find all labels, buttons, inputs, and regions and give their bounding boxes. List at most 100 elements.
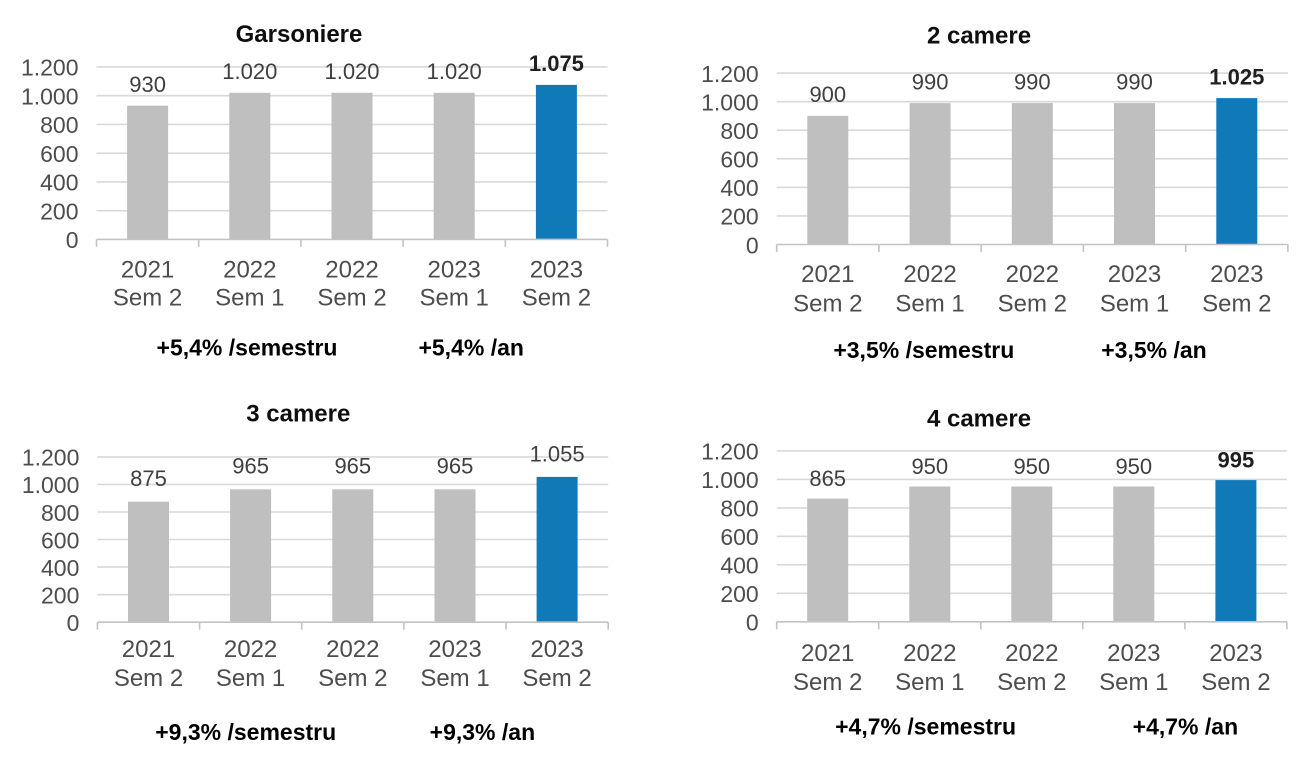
svg-text:965: 965 [334,454,371,479]
svg-text:900: 900 [809,82,846,107]
svg-text:1.000: 1.000 [21,84,79,110]
svg-text:950: 950 [1115,454,1152,479]
svg-text:+4,7% /an: +4,7% /an [1133,714,1238,740]
svg-text:Sem 1: Sem 1 [895,290,964,317]
svg-text:930: 930 [129,72,166,97]
svg-text:2023: 2023 [1210,261,1263,288]
svg-text:Sem 1: Sem 1 [215,285,284,312]
svg-text:2023: 2023 [1209,640,1262,667]
svg-text:Sem 2: Sem 2 [317,285,386,312]
svg-text:Sem 2: Sem 2 [522,285,591,312]
svg-text:Sem 2: Sem 2 [522,665,591,692]
svg-text:2022: 2022 [1006,261,1059,288]
svg-text:1.000: 1.000 [701,467,759,493]
svg-text:3 camere: 3 camere [246,401,350,428]
svg-text:+4,7% /semestru: +4,7% /semestru [835,714,1016,740]
svg-text:800: 800 [40,112,78,138]
svg-text:2022: 2022 [325,257,378,284]
svg-text:2021: 2021 [801,640,854,667]
svg-text:2023: 2023 [428,257,481,284]
svg-text:2023: 2023 [530,636,583,663]
svg-text:Sem 1: Sem 1 [895,669,964,696]
svg-text:1.055: 1.055 [530,441,585,466]
svg-text:2023: 2023 [1108,261,1161,288]
svg-text:+3,5% /semestru: +3,5% /semestru [833,337,1014,363]
svg-text:600: 600 [720,524,758,550]
svg-text:2022: 2022 [224,636,277,663]
svg-text:2023: 2023 [530,257,583,284]
svg-text:200: 200 [41,583,79,609]
svg-text:0: 0 [66,227,79,253]
svg-text:4 camere: 4 camere [927,405,1031,432]
svg-text:400: 400 [41,555,79,581]
svg-text:1.200: 1.200 [701,439,759,465]
svg-text:1.000: 1.000 [701,90,759,116]
svg-text:+3,5% /an: +3,5% /an [1101,337,1206,363]
svg-text:2021: 2021 [122,636,175,663]
svg-text:600: 600 [41,527,79,553]
svg-text:Sem 2: Sem 2 [793,290,862,317]
svg-text:Sem 1: Sem 1 [420,285,489,312]
svg-text:995: 995 [1218,448,1255,473]
svg-text:965: 965 [437,454,474,479]
svg-text:Sem 1: Sem 1 [1100,290,1169,317]
svg-text:2022: 2022 [903,640,956,667]
svg-text:Sem 2: Sem 2 [114,665,183,692]
svg-text:2 camere: 2 camere [927,23,1031,50]
svg-text:0: 0 [67,610,80,636]
svg-text:400: 400 [720,175,758,201]
svg-text:400: 400 [40,170,78,196]
svg-text:0: 0 [746,610,759,636]
svg-text:800: 800 [720,496,758,522]
svg-text:1.000: 1.000 [22,472,80,498]
svg-text:+5,4% /semestru: +5,4% /semestru [157,335,338,361]
svg-text:990: 990 [912,69,949,94]
svg-text:+9,3% /semestru: +9,3% /semestru [155,719,336,745]
svg-text:Sem 1: Sem 1 [1099,669,1168,696]
svg-text:Sem 2: Sem 2 [793,669,862,696]
svg-text:1.200: 1.200 [701,61,759,87]
svg-text:990: 990 [1116,69,1153,94]
svg-text:Sem 2: Sem 2 [113,285,182,312]
svg-text:990: 990 [1014,69,1051,94]
svg-text:+5,4% /an: +5,4% /an [418,335,523,361]
svg-text:200: 200 [40,199,78,225]
svg-text:600: 600 [720,147,758,173]
svg-text:950: 950 [1013,454,1050,479]
svg-text:865: 865 [809,466,846,491]
svg-text:2021: 2021 [121,257,174,284]
svg-text:2022: 2022 [326,636,379,663]
svg-text:2023: 2023 [428,636,481,663]
svg-text:Sem 2: Sem 2 [997,669,1066,696]
svg-text:Sem 2: Sem 2 [998,290,1067,317]
svg-text:Sem 2: Sem 2 [318,665,387,692]
svg-text:600: 600 [40,141,78,167]
svg-text:950: 950 [911,454,948,479]
svg-text:+9,3% /an: +9,3% /an [430,719,535,745]
svg-text:875: 875 [130,466,167,491]
svg-text:2022: 2022 [223,257,276,284]
svg-text:1.020: 1.020 [324,59,379,84]
svg-text:200: 200 [720,204,758,230]
svg-text:400: 400 [720,553,758,579]
svg-text:Sem 2: Sem 2 [1201,669,1270,696]
svg-text:1.020: 1.020 [222,59,277,84]
svg-text:Sem 2: Sem 2 [1202,290,1271,317]
svg-text:800: 800 [41,500,79,526]
svg-text:2023: 2023 [1107,640,1160,667]
svg-text:Sem 1: Sem 1 [216,665,285,692]
svg-text:2022: 2022 [903,261,956,288]
svg-text:Sem 1: Sem 1 [420,665,489,692]
svg-text:Garsoniere: Garsoniere [236,21,363,48]
svg-text:200: 200 [720,581,758,607]
svg-text:800: 800 [720,118,758,144]
svg-text:2021: 2021 [801,261,854,288]
svg-text:1.020: 1.020 [427,59,482,84]
svg-text:1.075: 1.075 [529,51,584,76]
svg-text:965: 965 [232,454,269,479]
svg-text:0: 0 [746,232,759,258]
svg-text:1.200: 1.200 [22,445,80,471]
svg-text:1.025: 1.025 [1209,64,1264,89]
svg-text:2022: 2022 [1005,640,1058,667]
svg-text:1.200: 1.200 [21,55,79,81]
